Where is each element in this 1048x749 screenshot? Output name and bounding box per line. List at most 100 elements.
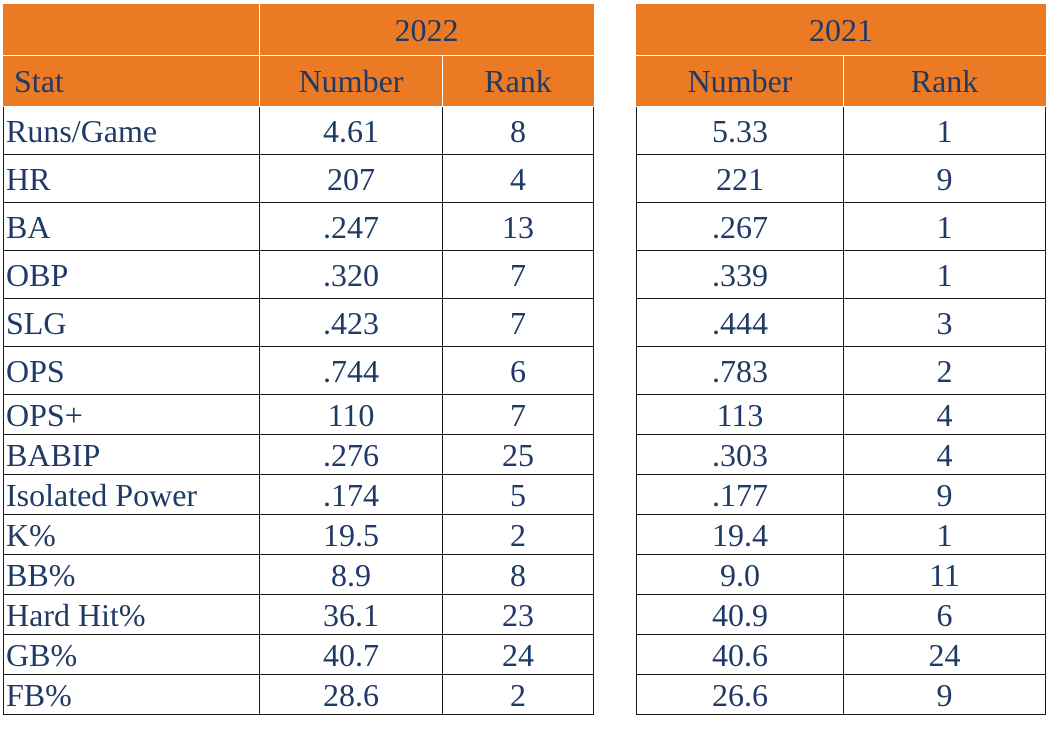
rank-cell-2022: 5 bbox=[442, 474, 594, 515]
number-cell-2022: 110 bbox=[259, 394, 443, 435]
stat-label: GB% bbox=[3, 634, 260, 675]
rank-cell-2021: 1 bbox=[843, 106, 1046, 155]
table-row: Isolated Power .174 5 bbox=[3, 474, 594, 515]
rank-cell-2021: 4 bbox=[843, 394, 1046, 435]
table-row: HR 207 4 bbox=[3, 154, 594, 203]
rank-cell-2022: 24 bbox=[442, 634, 594, 675]
year-header-row: 2021 bbox=[636, 4, 1046, 56]
rank-column-header-2021: Rank bbox=[843, 55, 1046, 107]
number-cell-2022: .174 bbox=[259, 474, 443, 515]
stat-label: SLG bbox=[3, 298, 260, 347]
table-row: 40.9 6 bbox=[636, 594, 1046, 635]
number-cell-2021: 113 bbox=[636, 394, 844, 435]
stat-label: FB% bbox=[3, 674, 260, 715]
table-row: SLG .423 7 bbox=[3, 298, 594, 347]
rank-cell-2021: 9 bbox=[843, 474, 1046, 515]
number-cell-2022: 40.7 bbox=[259, 634, 443, 675]
stat-label: BABIP bbox=[3, 434, 260, 475]
table-row: 40.6 24 bbox=[636, 634, 1046, 675]
stats-table-2022: 2022 Stat Number Rank Runs/Game 4.61 8 HR 20… bbox=[3, 4, 594, 715]
table-row: OBP .320 7 bbox=[3, 250, 594, 299]
stat-label: K% bbox=[3, 514, 260, 555]
table-row: .783 2 bbox=[636, 346, 1046, 395]
rank-cell-2021: 1 bbox=[843, 514, 1046, 555]
table-row: 221 9 bbox=[636, 154, 1046, 203]
stat-label: Runs/Game bbox=[3, 106, 260, 155]
rank-cell-2021: 2 bbox=[843, 346, 1046, 395]
table-row: .303 4 bbox=[636, 434, 1046, 475]
number-cell-2021: 26.6 bbox=[636, 674, 844, 715]
year-header-2021: 2021 bbox=[636, 4, 1046, 56]
stat-label: BA bbox=[3, 202, 260, 251]
number-cell-2021: .444 bbox=[636, 298, 844, 347]
rows-2022: Runs/Game 4.61 8 HR 207 4 BA .247 13 OBP .320 7 SLG.… bbox=[3, 106, 594, 715]
table-row: .267 1 bbox=[636, 202, 1046, 251]
stat-column-header: Stat bbox=[3, 55, 260, 107]
stat-label: OPS+ bbox=[3, 394, 260, 435]
number-cell-2021: .783 bbox=[636, 346, 844, 395]
rank-cell-2021: 3 bbox=[843, 298, 1046, 347]
year-header-2022: 2022 bbox=[259, 4, 594, 56]
rank-cell-2021: 11 bbox=[843, 554, 1046, 595]
number-cell-2021: 40.9 bbox=[636, 594, 844, 635]
number-cell-2021: .303 bbox=[636, 434, 844, 475]
number-cell-2021: .267 bbox=[636, 202, 844, 251]
table-row: 9.0 11 bbox=[636, 554, 1046, 595]
rank-cell-2021: 9 bbox=[843, 154, 1046, 203]
number-cell-2021: .177 bbox=[636, 474, 844, 515]
stat-label: OBP bbox=[3, 250, 260, 299]
table-row: OPS .744 6 bbox=[3, 346, 594, 395]
column-header-row: Number Rank bbox=[636, 55, 1046, 107]
number-cell-2021: .339 bbox=[636, 250, 844, 299]
column-header-row: Stat Number Rank bbox=[3, 55, 594, 107]
table-row: .444 3 bbox=[636, 298, 1046, 347]
stat-label: Isolated Power bbox=[3, 474, 260, 515]
rank-cell-2022: 7 bbox=[442, 394, 594, 435]
number-cell-2022: 28.6 bbox=[259, 674, 443, 715]
rank-cell-2021: 1 bbox=[843, 202, 1046, 251]
rank-cell-2021: 1 bbox=[843, 250, 1046, 299]
header-blank-cell bbox=[3, 4, 260, 56]
table-row: 113 4 bbox=[636, 394, 1046, 435]
number-cell-2022: 207 bbox=[259, 154, 443, 203]
number-cell-2021: 9.0 bbox=[636, 554, 844, 595]
rank-cell-2021: 4 bbox=[843, 434, 1046, 475]
number-cell-2022: 4.61 bbox=[259, 106, 443, 155]
table-row: .339 1 bbox=[636, 250, 1046, 299]
rank-cell-2022: 25 bbox=[442, 434, 594, 475]
stat-label: HR bbox=[3, 154, 260, 203]
number-cell-2021: 19.4 bbox=[636, 514, 844, 555]
table-row: BB% 8.9 8 bbox=[3, 554, 594, 595]
rank-cell-2022: 7 bbox=[442, 250, 594, 299]
rank-cell-2022: 8 bbox=[442, 106, 594, 155]
stat-label: OPS bbox=[3, 346, 260, 395]
rank-column-header-2022: Rank bbox=[442, 55, 594, 107]
table-row: Runs/Game 4.61 8 bbox=[3, 106, 594, 155]
table-row: OPS+ 110 7 bbox=[3, 394, 594, 435]
rank-cell-2022: 7 bbox=[442, 298, 594, 347]
table-row: BABIP .276 25 bbox=[3, 434, 594, 475]
number-cell-2022: 19.5 bbox=[259, 514, 443, 555]
number-cell-2022: .247 bbox=[259, 202, 443, 251]
rank-cell-2022: 2 bbox=[442, 514, 594, 555]
number-cell-2022: .320 bbox=[259, 250, 443, 299]
number-cell-2021: 221 bbox=[636, 154, 844, 203]
number-column-header-2022: Number bbox=[259, 55, 443, 107]
table-row: BA .247 13 bbox=[3, 202, 594, 251]
number-column-header-2021: Number bbox=[636, 55, 844, 107]
number-cell-2022: 36.1 bbox=[259, 594, 443, 635]
rank-cell-2021: 6 bbox=[843, 594, 1046, 635]
rank-cell-2022: 13 bbox=[442, 202, 594, 251]
rank-cell-2022: 8 bbox=[442, 554, 594, 595]
table-row: 5.33 1 bbox=[636, 106, 1046, 155]
rank-cell-2021: 9 bbox=[843, 674, 1046, 715]
number-cell-2022: 8.9 bbox=[259, 554, 443, 595]
rank-cell-2022: 6 bbox=[442, 346, 594, 395]
stat-label: Hard Hit% bbox=[3, 594, 260, 635]
number-cell-2022: .276 bbox=[259, 434, 443, 475]
year-header-row: 2022 bbox=[3, 4, 594, 56]
rows-2021: 5.33 1 221 9.267 1.339 1.444 3.783 2 113 4.303 4.1… bbox=[636, 106, 1046, 715]
stats-table-2021: 2021 Number Rank 5.33 1 221 9.267 1.339 1.444… bbox=[636, 4, 1046, 715]
table-row: .177 9 bbox=[636, 474, 1046, 515]
number-cell-2021: 40.6 bbox=[636, 634, 844, 675]
